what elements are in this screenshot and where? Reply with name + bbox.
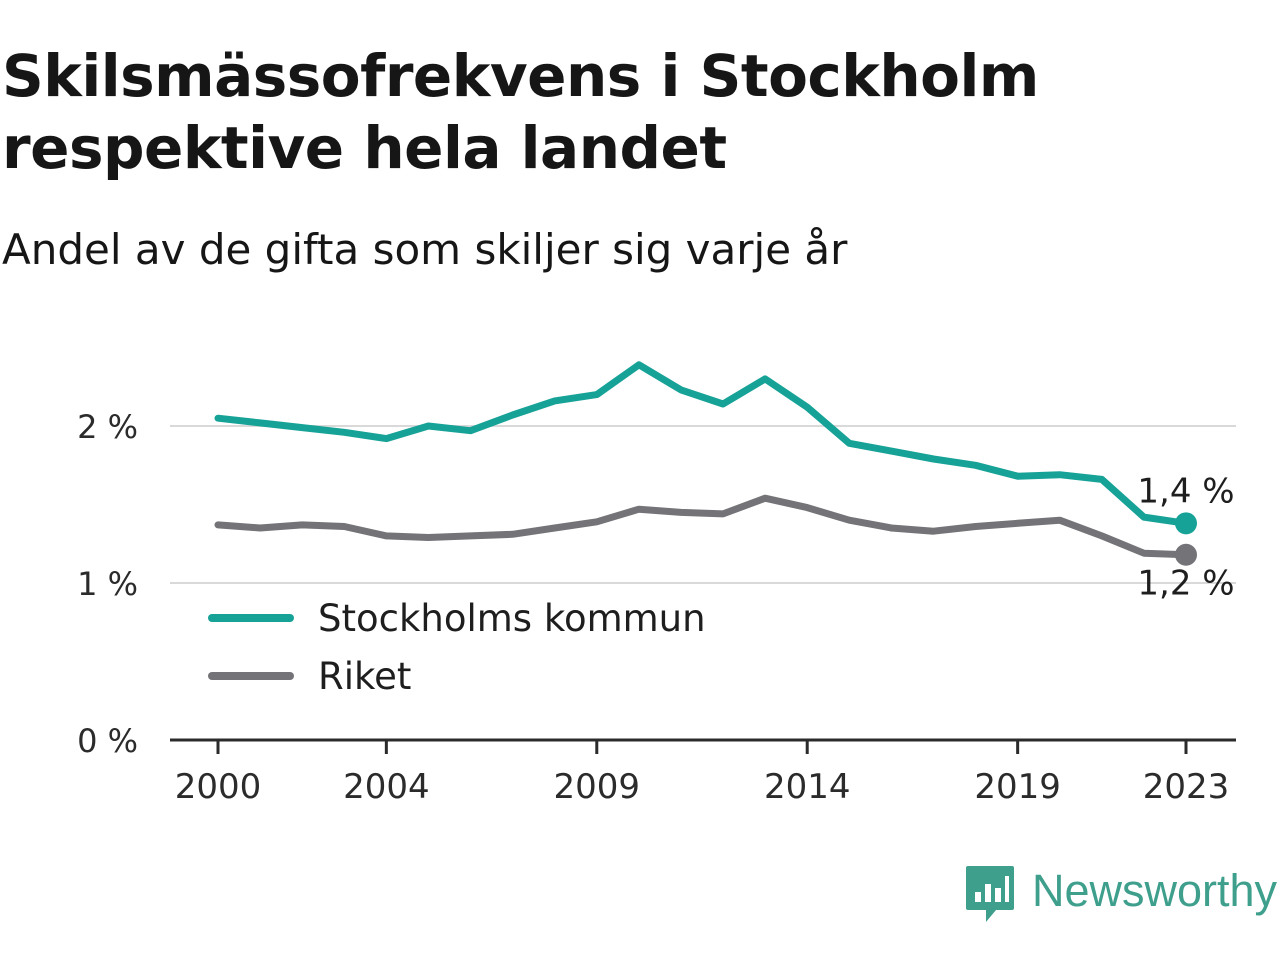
legend-label: Riket bbox=[318, 655, 411, 698]
x-tick-label: 2004 bbox=[343, 767, 430, 807]
x-tick-label: 2023 bbox=[1143, 767, 1230, 807]
chart-subtitle: Andel av de gifta som skiljer sig varje … bbox=[2, 225, 848, 274]
series-lines bbox=[214, 361, 1197, 566]
end-labels: 1,4 % 1,2 % bbox=[1137, 471, 1234, 603]
series-end-marker bbox=[1175, 543, 1197, 566]
x-tick-label: 2000 bbox=[175, 767, 262, 807]
y-tick-label: 0 % bbox=[77, 722, 138, 760]
newsworthy-logo-icon bbox=[966, 866, 1014, 922]
series-line-stockholm bbox=[214, 361, 1190, 527]
x-tick-label: 2019 bbox=[974, 767, 1061, 807]
gridlines bbox=[170, 425, 1236, 584]
end-value-label: 1,2 % bbox=[1137, 564, 1234, 604]
axes: 0 % 1 % 2 % 2000 2004 2009 2014 2019 2023 bbox=[77, 408, 1236, 807]
legend: Stockholms kommun Riket bbox=[208, 597, 706, 698]
series-end-marker bbox=[1175, 512, 1197, 535]
chart-title: Skilsmässofrekvens i Stockholm respektiv… bbox=[2, 42, 1039, 182]
series-line-riket bbox=[214, 494, 1190, 559]
x-tick-label: 2014 bbox=[764, 767, 851, 807]
legend-label: Stockholms kommun bbox=[318, 597, 706, 640]
end-value-label: 1,4 % bbox=[1137, 471, 1234, 511]
brand: Newsworthy bbox=[964, 864, 1278, 928]
y-tick-label: 2 % bbox=[77, 408, 138, 446]
brand-name: Newsworthy bbox=[1032, 865, 1278, 916]
y-tick-label: 1 % bbox=[77, 565, 138, 603]
x-tick-label: 2009 bbox=[554, 767, 641, 807]
